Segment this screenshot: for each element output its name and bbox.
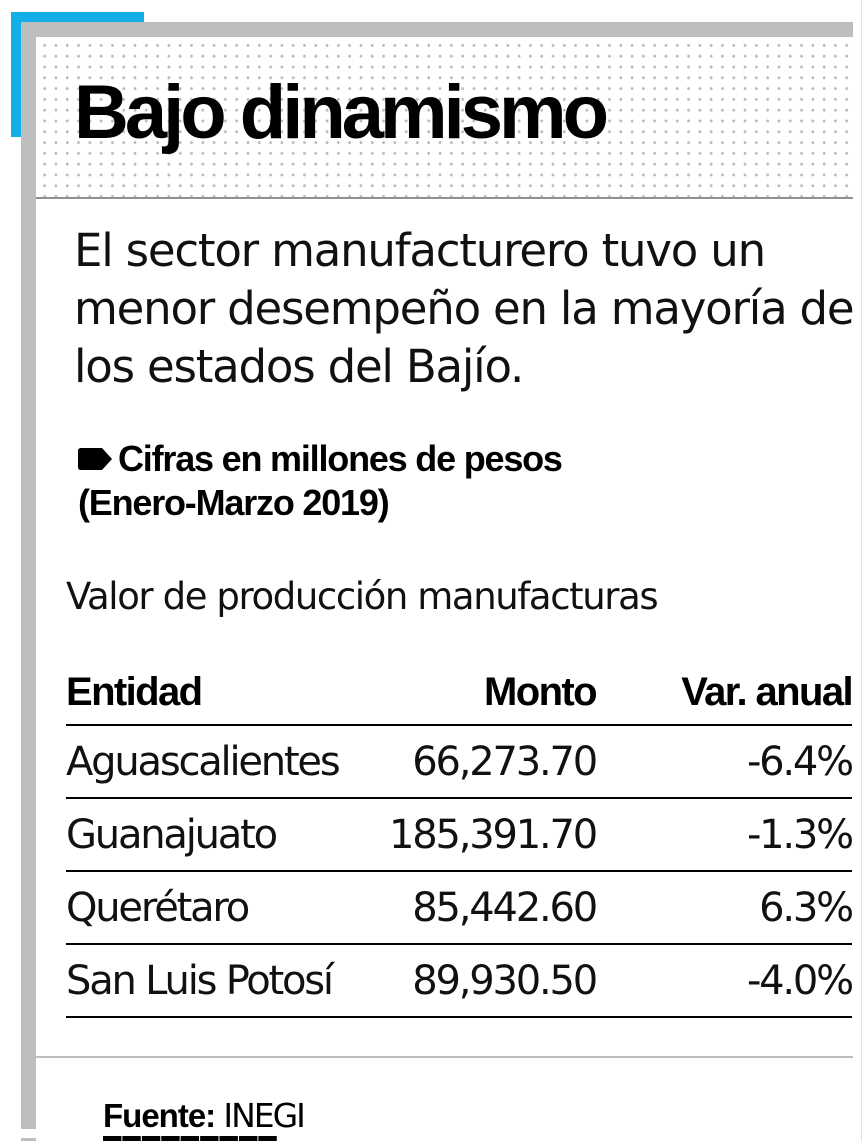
units-note: Cifras en millones de pesos (Enero-Marzo… <box>78 437 563 525</box>
table-row: Querétaro 85,442.60 6.3% <box>66 871 854 945</box>
production-table: Entidad Monto Var. anual Aguascalientes … <box>66 660 854 1018</box>
clipped-credit-line: ▀▀▀▀▀▀▀▀▀ ▘▝▘▝▗ ▖ <box>103 1136 318 1141</box>
cell-entidad: Aguascalientes <box>66 725 386 799</box>
cell-entidad: Guanajuato <box>66 798 386 872</box>
units-note-line1: Cifras en millones de pesos <box>118 438 563 479</box>
page-title: Bajo dinamismo <box>74 70 609 155</box>
footer-divider <box>36 1056 853 1058</box>
cell-monto: 66,273.70 <box>386 725 598 799</box>
subtitle: El sector manufacturero tuvo un menor de… <box>74 224 855 393</box>
cell-entidad: Querétaro <box>66 871 386 945</box>
cell-monto: 185,391.70 <box>386 798 598 872</box>
frame-left-bar <box>21 22 36 1129</box>
dotted-header-panel <box>36 37 853 199</box>
table-row: San Luis Potosí 89,930.50 -4.0% <box>66 944 854 1018</box>
table-row: Guanajuato 185,391.70 -1.3% <box>66 798 854 872</box>
units-note-line2: (Enero-Marzo 2019) <box>78 482 390 523</box>
frame-bottom-stub <box>21 1138 36 1141</box>
cell-var-anual: -6.4% <box>596 725 854 799</box>
header-monto: Monto <box>386 660 598 726</box>
arrow-tag-icon <box>78 448 112 470</box>
header-entidad: Entidad <box>66 660 386 726</box>
source-label: Fuente: <box>103 1097 216 1134</box>
table-header-row: Entidad Monto Var. anual <box>66 660 854 726</box>
table-caption: Valor de producción manufacturas <box>66 575 659 618</box>
frame-top-bar <box>21 22 853 37</box>
header-var-anual: Var. anual <box>596 660 854 726</box>
cell-var-anual: -4.0% <box>596 944 854 1018</box>
table-row: Aguascalientes 66,273.70 -6.4% <box>66 725 854 799</box>
cell-monto: 85,442.60 <box>386 871 598 945</box>
clipped-credit-text: ▀▀▀▀▀▀▀▀▀ ▘▝▘▝▗ ▖ <box>103 1136 318 1141</box>
cell-entidad: San Luis Potosí <box>66 944 386 1018</box>
source-value: INEGI <box>223 1096 306 1135</box>
cell-monto: 89,930.50 <box>386 944 598 1018</box>
right-edge-dotted <box>861 0 862 1141</box>
cell-var-anual: 6.3% <box>596 871 854 945</box>
source-line: Fuente: INEGI <box>103 1096 306 1136</box>
cell-var-anual: -1.3% <box>596 798 854 872</box>
